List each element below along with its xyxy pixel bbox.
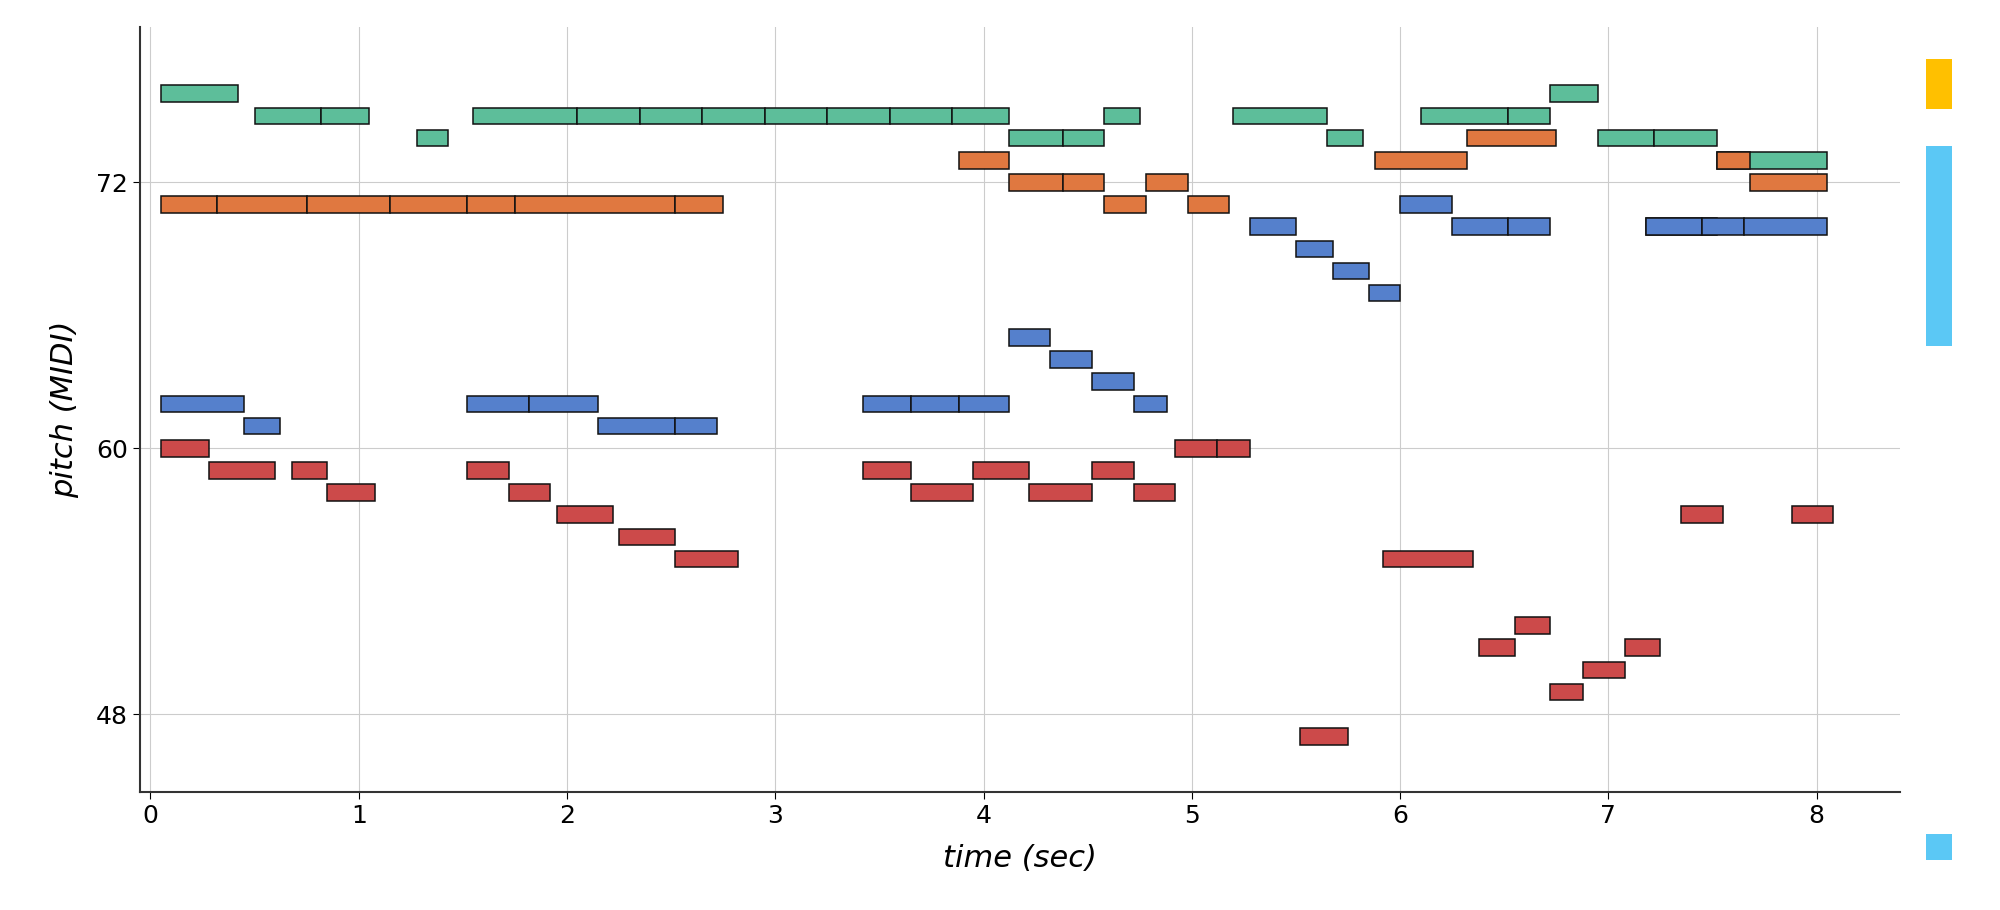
FancyBboxPatch shape [514, 197, 676, 213]
FancyBboxPatch shape [1134, 484, 1176, 500]
FancyBboxPatch shape [508, 484, 550, 500]
FancyBboxPatch shape [1744, 218, 1828, 235]
FancyBboxPatch shape [468, 197, 514, 213]
FancyBboxPatch shape [322, 107, 370, 125]
FancyBboxPatch shape [1062, 130, 1104, 147]
FancyBboxPatch shape [620, 529, 676, 545]
FancyBboxPatch shape [1146, 174, 1188, 191]
FancyBboxPatch shape [1550, 683, 1584, 701]
FancyBboxPatch shape [1134, 396, 1166, 412]
FancyBboxPatch shape [910, 396, 958, 412]
FancyBboxPatch shape [1188, 197, 1230, 213]
FancyBboxPatch shape [530, 396, 598, 412]
FancyBboxPatch shape [1598, 130, 1654, 147]
Y-axis label: pitch (MIDI): pitch (MIDI) [50, 321, 80, 498]
FancyBboxPatch shape [1654, 130, 1716, 147]
FancyBboxPatch shape [556, 507, 612, 523]
FancyBboxPatch shape [418, 130, 448, 147]
FancyBboxPatch shape [254, 107, 322, 125]
FancyBboxPatch shape [1508, 107, 1550, 125]
FancyBboxPatch shape [890, 107, 952, 125]
FancyBboxPatch shape [1334, 263, 1368, 279]
FancyBboxPatch shape [1368, 285, 1400, 301]
FancyBboxPatch shape [1716, 152, 1750, 168]
X-axis label: time (sec): time (sec) [944, 844, 1096, 874]
FancyBboxPatch shape [1646, 218, 1716, 235]
FancyBboxPatch shape [1216, 440, 1250, 457]
FancyBboxPatch shape [1702, 218, 1744, 235]
FancyBboxPatch shape [1008, 174, 1062, 191]
FancyBboxPatch shape [1008, 329, 1050, 346]
FancyBboxPatch shape [958, 152, 1008, 168]
FancyBboxPatch shape [468, 462, 508, 479]
FancyBboxPatch shape [292, 462, 328, 479]
FancyBboxPatch shape [218, 197, 306, 213]
FancyBboxPatch shape [958, 396, 1008, 412]
FancyBboxPatch shape [1104, 197, 1146, 213]
FancyBboxPatch shape [1514, 617, 1550, 634]
FancyBboxPatch shape [1384, 551, 1474, 567]
FancyBboxPatch shape [578, 107, 640, 125]
FancyBboxPatch shape [1480, 640, 1514, 656]
FancyBboxPatch shape [1626, 640, 1660, 656]
FancyBboxPatch shape [1008, 130, 1062, 147]
FancyBboxPatch shape [1104, 107, 1140, 125]
FancyBboxPatch shape [862, 462, 910, 479]
FancyBboxPatch shape [1030, 484, 1092, 500]
FancyBboxPatch shape [1176, 440, 1216, 457]
FancyBboxPatch shape [1466, 130, 1556, 147]
FancyBboxPatch shape [910, 484, 974, 500]
FancyBboxPatch shape [1376, 152, 1466, 168]
FancyBboxPatch shape [1092, 462, 1134, 479]
FancyBboxPatch shape [160, 440, 208, 457]
FancyBboxPatch shape [1400, 197, 1452, 213]
FancyBboxPatch shape [676, 551, 738, 567]
FancyBboxPatch shape [390, 197, 468, 213]
FancyBboxPatch shape [468, 396, 530, 412]
FancyBboxPatch shape [306, 197, 390, 213]
FancyBboxPatch shape [1792, 507, 1834, 523]
FancyBboxPatch shape [160, 396, 244, 412]
FancyBboxPatch shape [676, 197, 724, 213]
FancyBboxPatch shape [1750, 174, 1828, 191]
FancyBboxPatch shape [1296, 240, 1334, 258]
FancyBboxPatch shape [208, 462, 276, 479]
FancyBboxPatch shape [702, 107, 764, 125]
FancyBboxPatch shape [1646, 218, 1702, 235]
FancyBboxPatch shape [1716, 152, 1828, 168]
FancyBboxPatch shape [328, 484, 376, 500]
FancyBboxPatch shape [474, 107, 578, 125]
FancyBboxPatch shape [1420, 107, 1508, 125]
FancyBboxPatch shape [1300, 728, 1348, 744]
FancyBboxPatch shape [1452, 218, 1508, 235]
FancyBboxPatch shape [1682, 507, 1722, 523]
FancyBboxPatch shape [1050, 351, 1092, 368]
FancyBboxPatch shape [952, 107, 1008, 125]
FancyBboxPatch shape [862, 396, 910, 412]
FancyBboxPatch shape [1584, 662, 1626, 678]
FancyBboxPatch shape [160, 86, 238, 102]
FancyBboxPatch shape [1062, 174, 1104, 191]
FancyBboxPatch shape [1508, 218, 1550, 235]
FancyBboxPatch shape [1250, 218, 1296, 235]
FancyBboxPatch shape [828, 107, 890, 125]
FancyBboxPatch shape [244, 418, 280, 434]
FancyBboxPatch shape [974, 462, 1030, 479]
FancyBboxPatch shape [1328, 130, 1362, 147]
FancyBboxPatch shape [160, 197, 218, 213]
FancyBboxPatch shape [676, 418, 716, 434]
FancyBboxPatch shape [1092, 373, 1134, 390]
FancyBboxPatch shape [598, 418, 676, 434]
FancyBboxPatch shape [764, 107, 828, 125]
FancyBboxPatch shape [1550, 86, 1598, 102]
FancyBboxPatch shape [1234, 107, 1328, 125]
FancyBboxPatch shape [640, 107, 702, 125]
